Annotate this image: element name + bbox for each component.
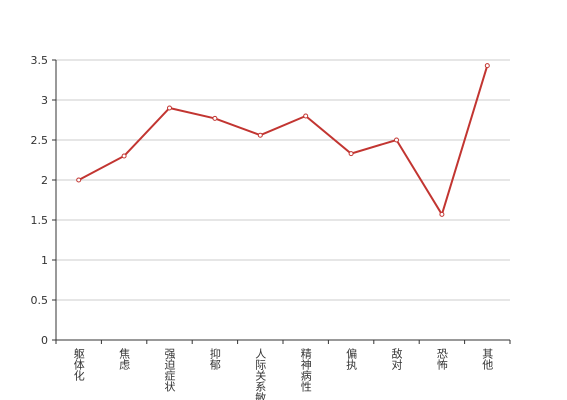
point bbox=[76, 177, 82, 183]
point bbox=[394, 137, 399, 143]
x-tick-label: 其他 bbox=[481, 348, 494, 370]
point bbox=[121, 153, 127, 159]
y-tick-label: 1.5 bbox=[31, 214, 49, 227]
point bbox=[348, 151, 354, 157]
x-tick-label: 人际关系敏感 bbox=[254, 348, 267, 400]
x-tick-label: 焦虑 bbox=[118, 348, 131, 370]
x-tick-label: 强迫症状 bbox=[163, 348, 176, 392]
y-tick-label: 3.5 bbox=[31, 54, 49, 67]
point bbox=[303, 113, 309, 119]
point bbox=[484, 63, 490, 69]
x-tick-label: 偏执 bbox=[345, 347, 358, 371]
y-tick-label: 1 bbox=[41, 254, 48, 267]
y-tick-label: 3 bbox=[41, 94, 48, 107]
x-tick-label: 敌对 bbox=[390, 347, 403, 370]
x-tick-label: 精神病性 bbox=[299, 348, 312, 393]
y-tick-label: 0.5 bbox=[31, 294, 49, 307]
x-tick-label: 躯体化 bbox=[72, 348, 85, 382]
x-tick-label: 恐怖 bbox=[435, 348, 448, 370]
line bbox=[78, 65, 489, 217]
y-tick-label: 0 bbox=[41, 334, 48, 347]
point bbox=[212, 115, 218, 121]
point bbox=[167, 105, 172, 111]
y-tick-label: 2 bbox=[41, 174, 48, 187]
point bbox=[439, 211, 445, 217]
x-tick-label: 抑郁 bbox=[208, 347, 221, 370]
y-tick-label: 2.5 bbox=[31, 134, 49, 147]
point bbox=[257, 132, 263, 138]
